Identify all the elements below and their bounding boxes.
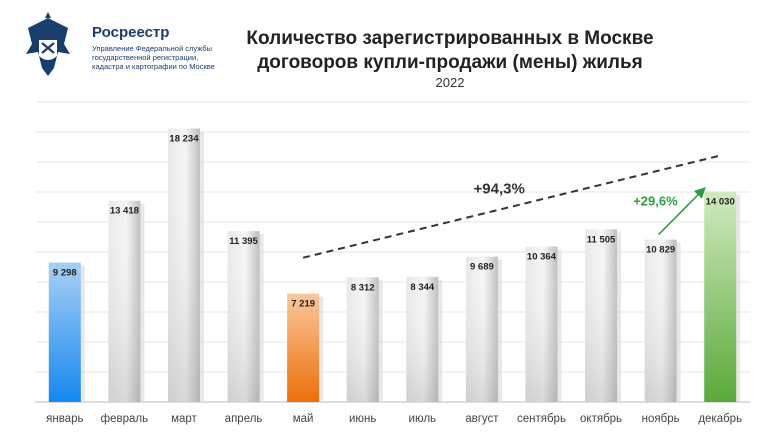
x-tick-label: сентябрь (517, 413, 566, 425)
value-label: 13 418 (110, 206, 139, 217)
bar (287, 293, 320, 402)
value-label: 9 298 (53, 268, 77, 279)
bar-overlay (227, 231, 260, 402)
value-label: 10 829 (646, 245, 675, 256)
x-tick-label: ноябрь (642, 413, 680, 425)
x-tick-label: август (465, 413, 499, 425)
value-label: 8 344 (410, 282, 434, 293)
org-name: Росреестр (92, 24, 170, 41)
x-tick-label: декабрь (698, 413, 742, 425)
chart-title-line: Количество зарегистрированных в Москве (246, 28, 654, 49)
chart-subtitle: 2022 (435, 75, 465, 90)
bar-overlay (346, 277, 379, 402)
value-labels: 9 298 13 418 18 234 11 395 7 219 8 312 8 344 9 … (53, 133, 735, 309)
grid (35, 101, 750, 403)
growth-label: +29,6% (633, 194, 678, 209)
value-label: 11 505 (587, 234, 616, 245)
bar-overlay (167, 128, 200, 403)
value-label: 14 030 (706, 197, 735, 208)
value-label: 11 395 (229, 236, 258, 247)
value-label: 7 219 (291, 299, 315, 310)
x-tick-label: март (171, 413, 197, 425)
bar-overlay (108, 200, 141, 402)
value-label: 8 312 (351, 282, 375, 293)
x-tick-label: февраль (101, 413, 148, 425)
x-tick-label: май (293, 413, 314, 425)
org-subtitle-line: Управление Федеральной службы (92, 44, 212, 53)
org-subtitle: Управление Федеральной службы государств… (92, 44, 232, 71)
chart-title: Количество зарегистрированных в Москве д… (205, 27, 695, 75)
chart-title-line: договоров купли-продажи (мены) жилья (257, 52, 643, 73)
trend-label: +94,3% (474, 181, 525, 198)
value-label: 18 234 (169, 133, 199, 144)
bar (704, 191, 737, 402)
org-subtitle-line: кадастра и картографии по Москве (92, 62, 215, 71)
rosreestr-emblem-icon (26, 12, 70, 76)
annotations: +94,3% +29,6% (302, 154, 721, 259)
bars (48, 128, 741, 403)
value-label: 9 689 (470, 262, 494, 273)
x-tick-label: июнь (349, 413, 376, 425)
bar-overlay (644, 239, 677, 402)
bar-overlay (406, 276, 439, 402)
x-tick-label: октябрь (580, 413, 622, 425)
growth-arrow (658, 186, 706, 236)
x-tick-labels: январь февраль март апрель май июнь июль август… (46, 413, 742, 425)
x-tick-label: апрель (225, 413, 263, 425)
x-tick-label: июль (409, 413, 437, 425)
org-subtitle-line: государственной регистрации, (92, 53, 199, 62)
bar (48, 262, 81, 402)
bar-overlay (465, 256, 498, 402)
value-label: 10 364 (527, 252, 557, 263)
x-tick-label: январь (46, 413, 83, 425)
bar-overlay (585, 229, 618, 402)
bar-overlay (525, 246, 558, 402)
